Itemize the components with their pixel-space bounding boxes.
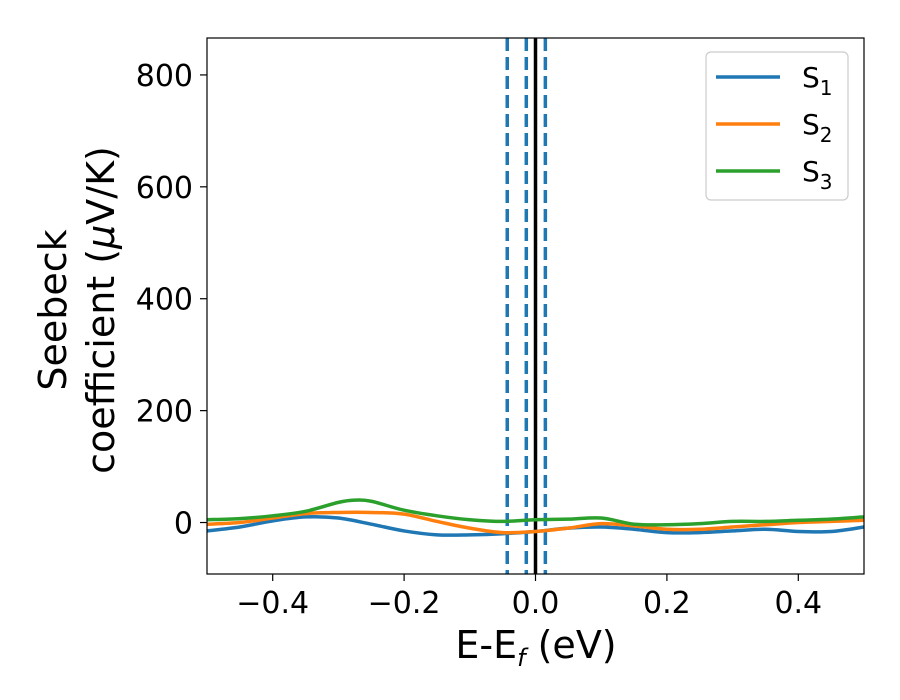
x-axis-title: E-Ef (eV) bbox=[455, 623, 616, 672]
reference-lines bbox=[505, 38, 548, 574]
y-axis-ticks: 0 200 400 600 800 bbox=[136, 59, 207, 542]
series-line-s2 bbox=[207, 510, 864, 535]
y-tick-label: 400 bbox=[136, 283, 193, 318]
legend-label-s3: S3 bbox=[802, 155, 833, 194]
y-tick-label: 600 bbox=[136, 171, 193, 206]
legend-label-s2: S2 bbox=[802, 108, 833, 147]
x-tick-label: −0.4 bbox=[236, 586, 309, 621]
y-axis-title: Seebeck coefficient (μV/K) bbox=[31, 146, 123, 474]
y-axis-title-line2: coefficient (μV/K) bbox=[79, 146, 123, 474]
y-tick-label: 200 bbox=[136, 395, 193, 430]
legend-box bbox=[705, 51, 849, 201]
series-line-s3 bbox=[207, 498, 864, 527]
x-axis-ticks: −0.4 −0.2 0.0 0.2 0.4 bbox=[236, 574, 822, 621]
y-tick-label: 0 bbox=[174, 507, 193, 542]
x-tick-label: −0.2 bbox=[368, 586, 441, 621]
y-tick-label: 800 bbox=[136, 59, 193, 94]
x-tick-label: 0.0 bbox=[512, 586, 560, 621]
legend: S1 S2 S3 bbox=[705, 51, 849, 201]
x-tick-label: 0.4 bbox=[774, 586, 822, 621]
y-axis-title-line1: Seebeck bbox=[31, 229, 75, 390]
series-lines bbox=[207, 498, 864, 537]
x-tick-label: 0.2 bbox=[643, 586, 691, 621]
legend-label-s1: S1 bbox=[802, 61, 833, 100]
